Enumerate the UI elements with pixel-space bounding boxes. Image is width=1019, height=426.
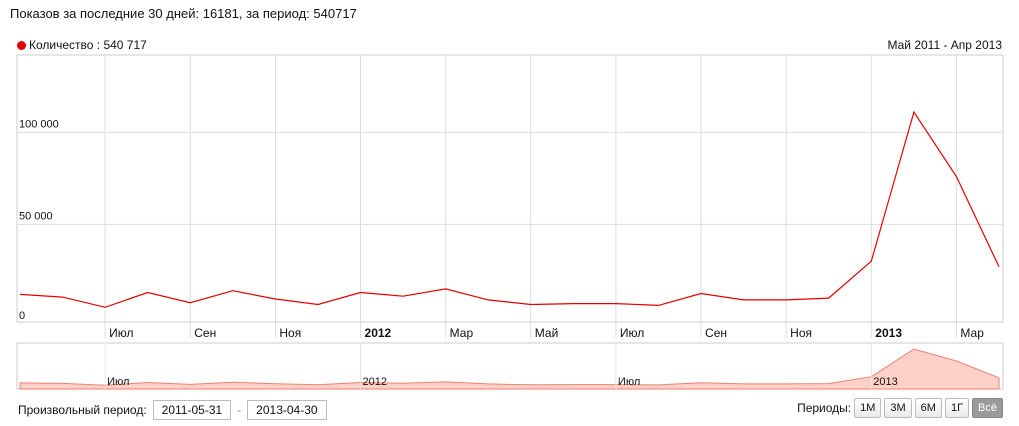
data-point-10 [444, 287, 448, 291]
periods-label: Периоды: [797, 401, 852, 415]
x-tick-label-6: Июл [620, 326, 644, 340]
y-tick-label-1: 50 000 [19, 210, 53, 222]
data-point-3 [146, 291, 150, 295]
data-point-8 [359, 291, 363, 295]
legend[interactable]: Количество : 540 717 [17, 38, 147, 52]
data-point-16 [699, 291, 703, 295]
x-tick-label-1: Сен [194, 326, 216, 340]
x-tick-label-2: Ноя [279, 326, 301, 340]
navigator-area [16, 342, 1004, 390]
y-tick-label-2: 100 000 [19, 118, 59, 130]
data-point-5 [231, 289, 235, 293]
series-line-0 [19, 110, 1000, 308]
data-point-14 [614, 302, 618, 306]
custom-period-label: Произвольный период: [18, 403, 147, 417]
navigator-label-3: 2013 [873, 376, 897, 388]
period-to-input[interactable]: 2013-04-30 [247, 400, 327, 420]
data-point-17 [742, 298, 746, 302]
data-point-12 [529, 303, 533, 307]
period-selector: Периоды: 1М 3М 6М 1Г Всё [797, 398, 1003, 418]
data-point-2 [103, 305, 107, 309]
legend-marker-icon [17, 40, 26, 50]
data-point-19 [827, 296, 831, 300]
data-point-11 [486, 298, 490, 302]
period-button-0[interactable]: 1М [854, 398, 882, 418]
x-tick-label-3: 2012 [365, 326, 392, 340]
range-label: Май 2011 - Апр 2013 [887, 38, 1002, 52]
data-point-6 [273, 297, 277, 301]
summary-text: Показов за последние 30 дней: 16181, за … [10, 6, 357, 21]
plot-area [16, 54, 1004, 323]
data-point-9 [401, 294, 405, 298]
x-tick-label-7: Сен [705, 326, 727, 340]
period-separator: - [237, 403, 242, 417]
data-point-1 [61, 295, 65, 299]
data-point-13 [571, 302, 575, 306]
data-point-7 [316, 303, 320, 307]
data-point-0 [18, 292, 22, 296]
x-tick-label-0: Июл [109, 326, 133, 340]
period-button-2[interactable]: 6М [914, 398, 942, 418]
x-tick-label-5: Май [535, 326, 559, 340]
period-button-4[interactable]: Всё [972, 398, 1003, 418]
period-from-input[interactable]: 2011-05-31 [152, 400, 232, 420]
data-point-22 [954, 175, 958, 179]
data-point-4 [188, 301, 192, 305]
navigator-label-1: 2012 [363, 376, 387, 388]
data-point-15 [656, 303, 660, 307]
custom-period: Произвольный период: 2011-05-31 - 2013-0… [18, 400, 327, 420]
navigator-label-2: Июл [618, 376, 640, 388]
x-tick-label-10: Мар [960, 326, 984, 340]
navigator-label-0: Июл [107, 376, 129, 388]
navigator-area-series [19, 348, 1000, 390]
x-tick-label-8: Ноя [790, 326, 812, 340]
legend-label: Количество : 540 717 [29, 38, 147, 52]
x-tick-label-9: 2013 [875, 326, 902, 340]
data-point-20 [869, 259, 873, 263]
data-point-23 [997, 265, 1001, 269]
y-tick-label-0: 0 [19, 310, 25, 322]
period-button-1[interactable]: 3М [884, 398, 912, 418]
data-point-21 [912, 110, 916, 114]
x-tick-label-4: Мар [450, 326, 474, 340]
data-point-18 [784, 298, 788, 302]
period-button-3[interactable]: 1Г [944, 398, 970, 418]
